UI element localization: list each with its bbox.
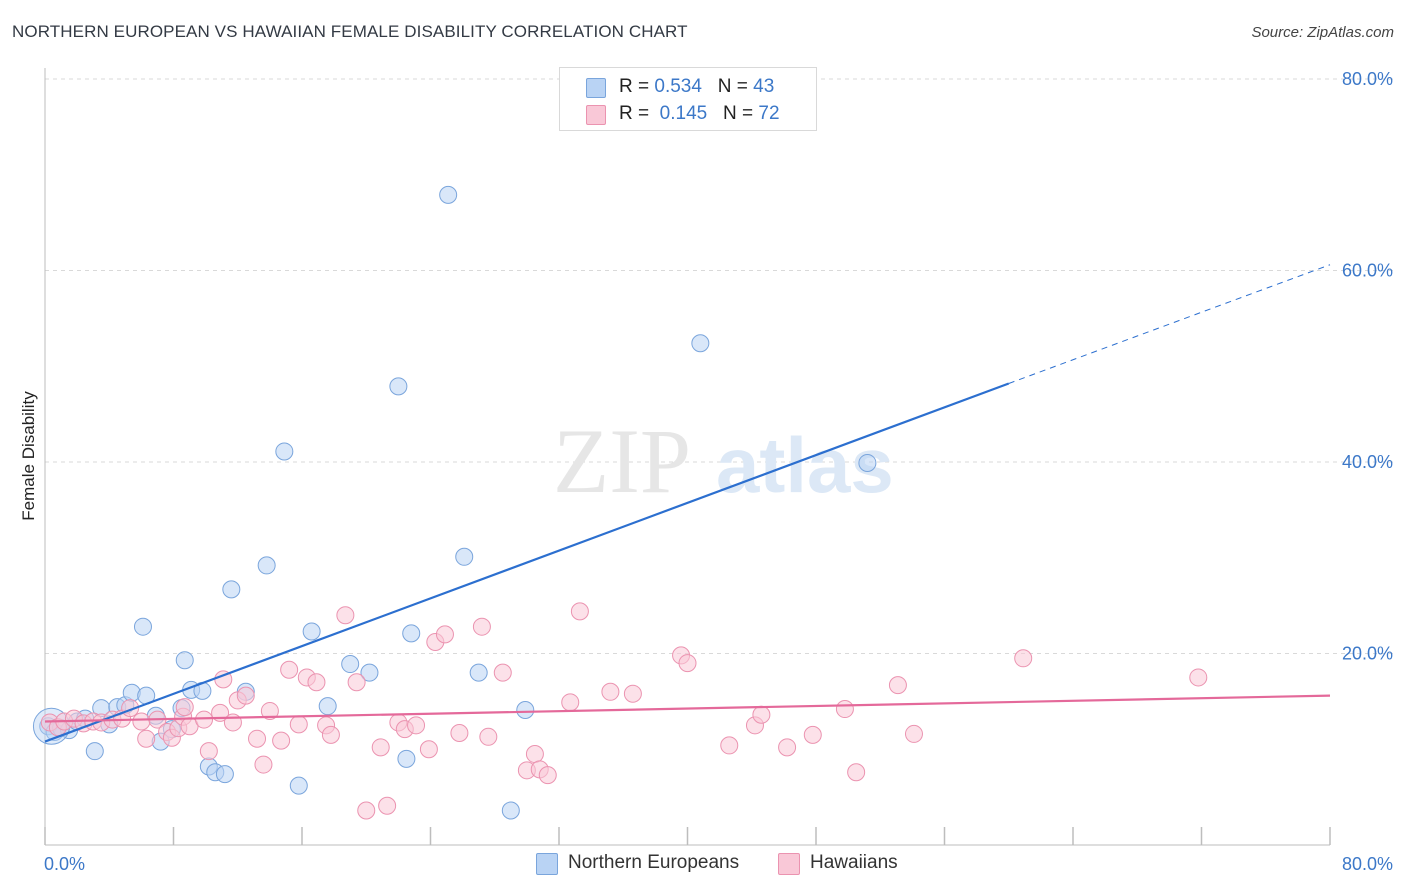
data-point-hawaiians <box>570 602 589 621</box>
data-point-hawaiians <box>195 710 214 729</box>
data-point-hawaiians <box>175 698 194 717</box>
data-point-northern-europeans <box>215 765 234 784</box>
data-point-hawaiians <box>525 745 544 764</box>
series-hawaiians <box>40 602 1208 820</box>
data-point-northern-europeans <box>439 185 458 204</box>
data-point-northern-europeans <box>455 547 474 566</box>
data-point-northern-europeans <box>516 700 535 719</box>
data-point-northern-europeans <box>858 453 877 472</box>
data-point-northern-europeans <box>389 377 408 396</box>
data-point-hawaiians <box>472 617 491 636</box>
data-point-hawaiians <box>248 729 267 748</box>
data-point-hawaiians <box>336 606 355 625</box>
data-point-northern-europeans <box>222 580 241 599</box>
data-point-hawaiians <box>538 766 557 785</box>
data-point-hawaiians <box>623 684 642 703</box>
data-point-hawaiians <box>888 676 907 695</box>
data-point-hawaiians <box>357 801 376 820</box>
chart-title: NORTHERN EUROPEAN VS HAWAIIAN FEMALE DIS… <box>12 22 688 41</box>
data-point-hawaiians <box>307 673 326 692</box>
trend-line-hawaiians <box>44 694 1331 723</box>
legend-stats-hawaiians: R = 0.145 N = 72 <box>619 103 780 124</box>
data-point-hawaiians <box>435 625 454 644</box>
data-point-northern-europeans <box>402 624 421 643</box>
y-tick-label: 80.0% <box>1342 69 1393 89</box>
legend-stats-northern-europeans: R = 0.534 N = 43 <box>619 76 775 97</box>
correlation-legend: R = 0.534 N = 43 R = 0.145 N = 72 <box>559 67 817 131</box>
data-point-hawaiians <box>601 682 620 701</box>
data-point-hawaiians <box>847 763 866 782</box>
legend-label-northern-europeans: Northern Europeans <box>568 852 740 873</box>
data-point-hawaiians <box>419 740 438 759</box>
legend-swatch-pink <box>586 105 606 125</box>
data-point-hawaiians <box>371 738 390 757</box>
data-point-northern-europeans <box>175 651 194 670</box>
y-tick-label: 60.0% <box>1342 261 1393 281</box>
legend-swatch-pink <box>778 853 800 875</box>
data-point-hawaiians <box>289 715 308 734</box>
data-point-hawaiians <box>752 705 771 724</box>
legend-swatch-blue <box>536 853 558 875</box>
data-point-northern-europeans <box>341 655 360 674</box>
data-point-hawaiians <box>280 660 299 679</box>
trend-lines <box>44 264 1331 743</box>
data-point-hawaiians <box>561 693 580 712</box>
data-point-northern-europeans <box>257 556 276 575</box>
data-point-hawaiians <box>407 716 426 735</box>
trend-line-northern-europeans <box>44 382 1010 743</box>
data-point-northern-europeans <box>469 663 488 682</box>
y-axis-title: Female Disability <box>19 391 38 521</box>
data-point-northern-europeans <box>397 749 416 768</box>
data-point-hawaiians <box>132 712 151 731</box>
data-point-hawaiians <box>835 700 854 719</box>
data-point-hawaiians <box>260 701 279 720</box>
data-point-hawaiians <box>1189 668 1208 687</box>
data-point-hawaiians <box>493 663 512 682</box>
data-point-northern-europeans <box>275 442 294 461</box>
source-label: Source: ZipAtlas.com <box>1251 24 1394 41</box>
trend-line-northern-europeans-extension <box>1008 264 1331 384</box>
data-point-northern-europeans <box>302 622 321 641</box>
data-point-hawaiians <box>720 736 739 755</box>
data-point-northern-europeans <box>691 334 710 353</box>
data-point-hawaiians <box>272 731 291 750</box>
data-point-hawaiians <box>321 725 340 744</box>
data-point-hawaiians <box>450 723 469 742</box>
data-point-hawaiians <box>778 738 797 757</box>
data-point-hawaiians <box>803 725 822 744</box>
data-point-hawaiians <box>1014 649 1033 668</box>
data-point-hawaiians <box>254 755 273 774</box>
data-point-northern-europeans <box>289 776 308 795</box>
legend-label-hawaiians: Hawaiians <box>810 852 898 873</box>
data-point-hawaiians <box>479 727 498 746</box>
data-point-hawaiians <box>378 796 397 815</box>
data-point-northern-europeans <box>133 617 152 636</box>
legend-swatch-blue <box>586 78 606 98</box>
data-point-northern-europeans <box>501 801 520 820</box>
x-tick-label: 80.0% <box>1342 854 1393 874</box>
grid-lines <box>45 78 1393 654</box>
axis-ticks: 20.0% 40.0% 60.0% 80.0% 0.0% 80.0% <box>44 69 1393 874</box>
data-point-northern-europeans <box>360 663 379 682</box>
data-point-hawaiians <box>199 742 218 761</box>
data-point-hawaiians <box>137 729 156 748</box>
data-point-hawaiians <box>347 673 366 692</box>
x-tick-label: 0.0% <box>44 854 85 874</box>
y-tick-label: 20.0% <box>1342 644 1393 664</box>
data-point-northern-europeans <box>318 697 337 716</box>
data-point-hawaiians <box>904 724 923 743</box>
watermark-zip: ZIP <box>553 410 691 512</box>
y-tick-label: 40.0% <box>1342 452 1393 472</box>
data-point-hawaiians <box>678 654 697 673</box>
data-point-northern-europeans <box>85 742 104 761</box>
data-point-hawaiians <box>236 686 255 705</box>
